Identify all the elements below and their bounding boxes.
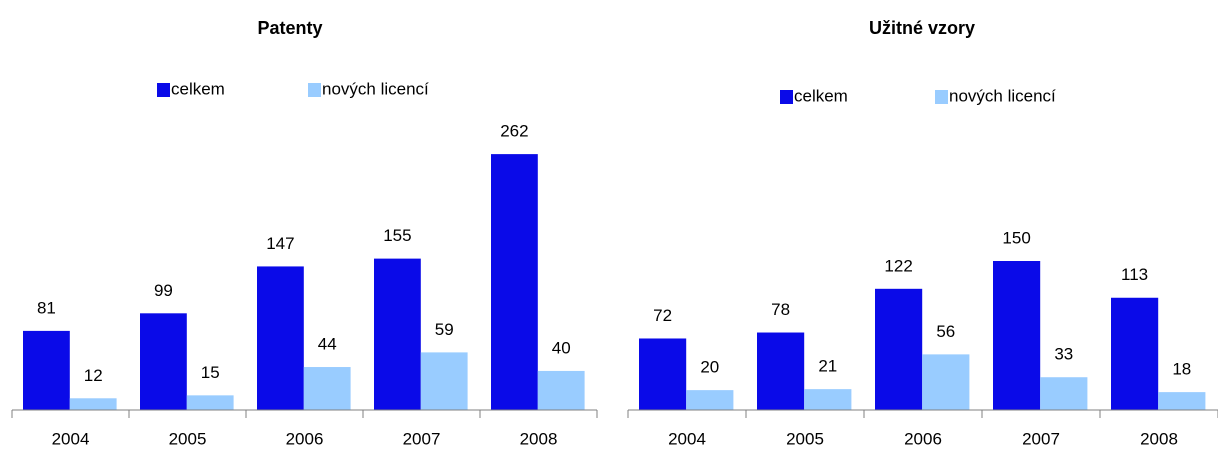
value-label: 147	[266, 234, 294, 253]
chart-title: Patenty	[257, 18, 322, 38]
value-label: 72	[653, 306, 672, 325]
value-label: 262	[500, 122, 528, 141]
legend-swatch	[157, 83, 170, 97]
legend-swatch	[308, 83, 321, 97]
bar	[69, 398, 117, 410]
bar	[186, 395, 234, 410]
legend-label: nových licencí	[322, 79, 429, 98]
legend-label: celkem	[794, 86, 848, 105]
x-tick-label: 2006	[286, 429, 324, 448]
value-label: 18	[1172, 360, 1191, 379]
bar	[420, 352, 468, 410]
value-label: 56	[936, 322, 955, 341]
bar	[639, 338, 687, 410]
bar	[922, 354, 970, 410]
chart-title: Užitné vzory	[869, 18, 975, 38]
value-label: 12	[84, 366, 103, 385]
legend-swatch	[780, 90, 793, 104]
x-tick-label: 2008	[1140, 429, 1178, 448]
bar	[875, 288, 923, 410]
value-label: 113	[1121, 265, 1148, 284]
value-label: 78	[771, 300, 790, 319]
bar	[686, 390, 734, 410]
bar	[1111, 297, 1159, 410]
bar	[374, 258, 421, 410]
value-label: 122	[884, 256, 912, 275]
bar	[1040, 377, 1088, 410]
bar	[257, 266, 304, 410]
value-label: 15	[201, 363, 220, 382]
x-tick-label: 2005	[786, 429, 824, 448]
bar	[140, 313, 187, 410]
value-label: 20	[700, 358, 719, 377]
bar	[993, 261, 1041, 410]
bar	[804, 389, 852, 410]
bar	[491, 154, 538, 410]
bar	[537, 370, 585, 410]
bar	[757, 332, 805, 410]
bar	[303, 367, 351, 410]
x-tick-label: 2004	[52, 429, 90, 448]
value-label: 21	[818, 357, 837, 376]
value-label: 44	[318, 335, 337, 354]
value-label: 150	[1002, 228, 1030, 247]
value-label: 155	[383, 226, 411, 245]
x-tick-label: 2008	[520, 429, 558, 448]
x-tick-label: 2004	[668, 429, 706, 448]
bar	[1158, 392, 1206, 410]
x-tick-label: 2007	[403, 429, 441, 448]
value-label: 81	[37, 298, 56, 317]
legend-swatch	[935, 90, 948, 104]
x-tick-label: 2007	[1022, 429, 1060, 448]
x-tick-label: 2006	[904, 429, 942, 448]
legend-label: celkem	[171, 79, 225, 98]
x-tick-label: 2005	[169, 429, 207, 448]
legend-label: nových licencí	[949, 86, 1056, 105]
bar	[23, 330, 70, 410]
value-label: 40	[552, 338, 571, 357]
value-label: 59	[435, 320, 454, 339]
value-label: 99	[154, 281, 173, 300]
value-label: 33	[1054, 345, 1073, 364]
